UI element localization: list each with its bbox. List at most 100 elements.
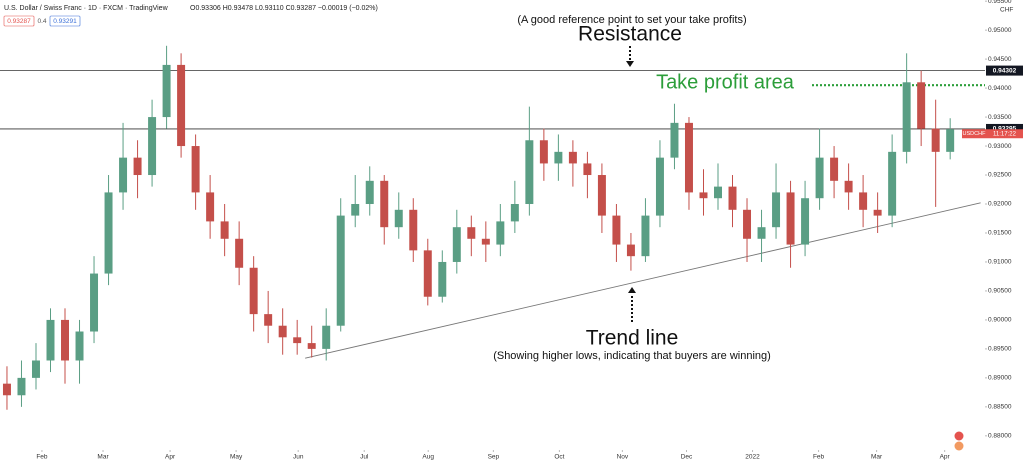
candle-body bbox=[61, 319, 69, 361]
candle-body bbox=[626, 244, 635, 257]
candle-body bbox=[104, 192, 113, 274]
candle-body bbox=[249, 267, 258, 315]
candle-body bbox=[322, 325, 331, 349]
arrow-head bbox=[628, 287, 636, 293]
candle-body bbox=[786, 192, 795, 245]
candle-body bbox=[365, 180, 374, 205]
level-tag-label: 0.94302 bbox=[993, 67, 1017, 74]
candle-body bbox=[206, 192, 215, 222]
candle-body bbox=[394, 209, 403, 228]
candle-body bbox=[307, 343, 316, 349]
price-tag-time-box bbox=[986, 129, 1023, 139]
candle-body bbox=[46, 319, 55, 361]
candle-body bbox=[655, 157, 664, 216]
candle-body bbox=[699, 192, 708, 199]
candle-body bbox=[423, 250, 432, 297]
y-tick-label: 0.93000 bbox=[988, 143, 1012, 150]
y-tick-label: 0.89500 bbox=[988, 346, 1012, 353]
y-tick-label: 0.95500 bbox=[988, 0, 1012, 5]
candle-body bbox=[859, 192, 868, 210]
price-tag-symbol: USDCHF bbox=[963, 131, 987, 137]
candle-body bbox=[946, 129, 955, 152]
candle-body bbox=[496, 221, 505, 245]
candle-body bbox=[830, 157, 839, 181]
spread: 0.4 bbox=[37, 18, 46, 25]
candle-body bbox=[684, 122, 693, 193]
candle-body bbox=[873, 209, 882, 216]
candle-body bbox=[554, 151, 563, 164]
candle-body bbox=[90, 273, 99, 332]
candle-body bbox=[728, 186, 737, 210]
candle-body bbox=[75, 331, 84, 361]
candle-body bbox=[31, 360, 40, 378]
candle-body bbox=[220, 221, 229, 239]
candle-body bbox=[917, 82, 926, 129]
candle-body bbox=[119, 157, 128, 193]
x-tick-label: Mar bbox=[871, 454, 883, 461]
candle-body bbox=[162, 64, 171, 118]
y-tick-label: 0.93500 bbox=[988, 114, 1012, 121]
y-tick-label: 0.90000 bbox=[988, 317, 1012, 324]
x-tick-label: Apr bbox=[940, 454, 951, 461]
candle-body bbox=[293, 337, 302, 344]
sell-box[interactable] bbox=[3, 15, 35, 27]
candle-body bbox=[931, 128, 940, 152]
candle-body bbox=[380, 180, 389, 228]
candle-body bbox=[670, 122, 679, 158]
candle-body bbox=[525, 140, 534, 205]
candle-body bbox=[278, 325, 287, 338]
x-tick-label: Apr bbox=[165, 454, 176, 461]
x-tick-label: Mar bbox=[97, 454, 109, 461]
candle-body bbox=[583, 163, 592, 176]
annotation-resistance: Resistance bbox=[578, 23, 682, 46]
currency[interactable]: CHF bbox=[1000, 7, 1013, 14]
candle-body bbox=[438, 261, 447, 297]
candle-body bbox=[481, 238, 490, 245]
x-tick-label: Aug bbox=[422, 454, 434, 461]
x-tick-label: Nov bbox=[617, 454, 629, 461]
flag-icon[interactable] bbox=[954, 431, 964, 441]
candle-body bbox=[539, 140, 548, 164]
annotation-take-profit: Take profit area bbox=[656, 71, 795, 93]
y-tick-label: 0.91500 bbox=[988, 230, 1012, 237]
annotation-trend: Trend line bbox=[586, 327, 679, 350]
annotation-note: (A good reference point to set your take… bbox=[517, 14, 746, 26]
candle-body bbox=[844, 180, 853, 193]
candle-body bbox=[801, 198, 810, 245]
flag-icon[interactable] bbox=[954, 441, 964, 451]
level-tag bbox=[986, 123, 1023, 134]
x-tick-label: Jun bbox=[293, 454, 304, 461]
x-tick-label: 2022 bbox=[745, 454, 760, 461]
trend-line bbox=[305, 202, 981, 359]
candle-body bbox=[177, 64, 186, 147]
x-tick-label: Feb bbox=[813, 454, 825, 461]
y-tick-label: 0.91000 bbox=[988, 259, 1012, 266]
y-tick-label: 0.95000 bbox=[988, 27, 1012, 34]
y-tick-label: 0.92500 bbox=[988, 172, 1012, 179]
candle-body bbox=[888, 151, 897, 216]
x-tick-label: Feb bbox=[36, 454, 48, 461]
x-tick-label: May bbox=[230, 454, 243, 461]
y-tick-label: 0.94500 bbox=[988, 56, 1012, 63]
buy-price: 0.93291 bbox=[53, 18, 77, 25]
candle-body bbox=[612, 215, 621, 245]
buy-box[interactable] bbox=[49, 15, 81, 27]
x-tick-label: Sep bbox=[488, 454, 500, 461]
candle-body bbox=[336, 215, 345, 326]
x-tick-label: Dec bbox=[681, 454, 693, 461]
x-tick-label: Jul bbox=[360, 454, 369, 461]
level-tag-label: 0.93295 bbox=[993, 126, 1017, 133]
header-symbol: U.S. Dollar / Swiss Franc · 1D · FXCM · … bbox=[4, 5, 169, 12]
candle-body bbox=[510, 204, 519, 222]
candle-body bbox=[409, 209, 418, 251]
candle-body bbox=[757, 227, 766, 239]
candle-body bbox=[772, 192, 781, 228]
arrow-head bbox=[626, 61, 634, 67]
y-tick-label: 0.88000 bbox=[988, 433, 1012, 440]
candle-body bbox=[264, 314, 273, 326]
candle-body bbox=[2, 383, 11, 396]
candle-body bbox=[191, 146, 200, 193]
candle-body bbox=[815, 157, 824, 199]
